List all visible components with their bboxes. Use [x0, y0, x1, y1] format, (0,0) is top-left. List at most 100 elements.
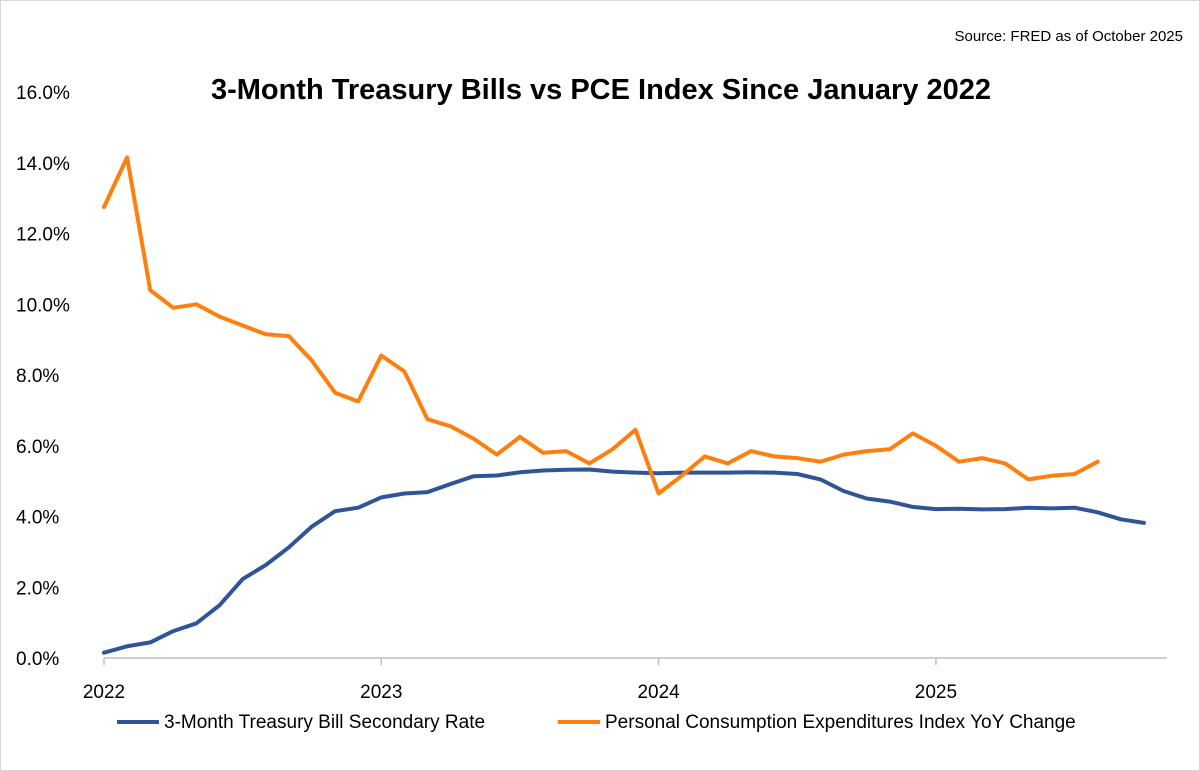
- chart-source: Source: FRED as of October 2025: [955, 28, 1183, 45]
- data-point-tbill: [472, 474, 476, 478]
- data-point-pce: [518, 435, 522, 439]
- data-point-tbill: [102, 651, 106, 655]
- legend-label-pce: Personal Consumption Expenditures Index …: [605, 712, 1076, 733]
- data-point-tbill: [495, 473, 499, 477]
- data-point-pce: [726, 461, 730, 465]
- y-tick-label: 14.0%: [16, 154, 70, 175]
- data-point-pce: [1096, 460, 1100, 464]
- data-point-pce: [379, 354, 383, 358]
- data-point-tbill: [1096, 510, 1100, 514]
- data-point-pce: [171, 306, 175, 310]
- x-tick-label: 2022: [83, 682, 125, 703]
- data-point-tbill: [449, 482, 453, 486]
- data-point-tbill: [795, 472, 799, 476]
- data-point-pce: [333, 391, 337, 395]
- data-point-pce: [795, 456, 799, 460]
- y-tick-label: 4.0%: [16, 508, 59, 529]
- data-point-tbill: [402, 492, 406, 496]
- data-point-pce: [287, 334, 291, 338]
- data-point-tbill: [657, 471, 661, 475]
- data-point-tbill: [541, 469, 545, 473]
- data-point-pce: [587, 461, 591, 465]
- data-point-pce: [241, 323, 245, 327]
- data-point-pce: [426, 417, 430, 421]
- data-point-pce: [634, 428, 638, 432]
- data-point-tbill: [1049, 506, 1053, 510]
- data-point-pce: [772, 454, 776, 458]
- data-point-pce: [218, 315, 222, 319]
- data-point-pce: [957, 460, 961, 464]
- series-line-pce: [102, 155, 1100, 496]
- x-tick-label: 2025: [915, 682, 957, 703]
- data-point-pce: [310, 359, 314, 363]
- data-point-pce: [356, 400, 360, 404]
- data-point-pce: [1026, 477, 1030, 481]
- data-point-tbill: [241, 577, 245, 581]
- data-point-tbill: [865, 496, 869, 500]
- y-tick-label: 12.0%: [16, 225, 70, 246]
- x-tick-label: 2023: [360, 682, 402, 703]
- data-point-tbill: [333, 509, 337, 513]
- x-axis: 2022 2023 2024 2025: [83, 657, 1167, 703]
- y-tick-label: 2.0%: [16, 578, 59, 599]
- data-point-pce: [194, 302, 198, 306]
- data-point-tbill: [934, 507, 938, 511]
- data-point-tbill: [287, 545, 291, 549]
- data-point-pce: [1073, 472, 1077, 476]
- data-point-pce: [495, 453, 499, 457]
- data-point-tbill: [1119, 517, 1123, 521]
- data-point-tbill: [610, 470, 614, 474]
- data-point-pce: [865, 449, 869, 453]
- x-tick-label: 2024: [637, 682, 680, 703]
- data-point-pce: [125, 155, 129, 159]
- data-point-tbill: [911, 505, 915, 509]
- y-tick-label: 6.0%: [16, 437, 59, 458]
- data-point-tbill: [379, 495, 383, 499]
- legend-label-tbill: 3-Month Treasury Bill Secondary Rate: [164, 712, 485, 733]
- data-point-pce: [472, 437, 476, 441]
- data-point-pce: [841, 453, 845, 457]
- data-point-tbill: [218, 603, 222, 607]
- legend: 3-Month Treasury Bill Secondary Rate Per…: [117, 712, 1076, 733]
- data-point-tbill: [426, 490, 430, 494]
- y-tick-label: 10.0%: [16, 295, 70, 316]
- data-point-tbill: [148, 640, 152, 644]
- data-point-pce: [264, 332, 268, 336]
- data-point-tbill: [1026, 506, 1030, 510]
- data-point-tbill: [703, 471, 707, 475]
- data-point-tbill: [125, 644, 129, 648]
- data-point-tbill: [980, 507, 984, 511]
- data-point-pce: [703, 454, 707, 458]
- data-point-pce: [680, 474, 684, 478]
- data-point-pce: [657, 492, 661, 496]
- data-point-tbill: [264, 563, 268, 567]
- data-point-pce: [911, 431, 915, 435]
- data-point-tbill: [1142, 521, 1146, 525]
- data-point-pce: [749, 449, 753, 453]
- data-point-tbill: [356, 506, 360, 510]
- y-axis: 0.0% 2.0% 4.0% 6.0% 8.0% 10.0% 12.0% 14.0% 16.0%: [16, 83, 70, 670]
- data-point-pce: [934, 444, 938, 448]
- y-tick-label: 0.0%: [16, 649, 59, 670]
- y-tick-label: 16.0%: [16, 83, 70, 104]
- data-point-tbill: [818, 477, 822, 481]
- data-point-pce: [564, 449, 568, 453]
- data-point-pce: [148, 288, 152, 292]
- data-point-tbill: [634, 471, 638, 475]
- data-point-tbill: [310, 524, 314, 528]
- data-point-pce: [1003, 461, 1007, 465]
- data-point-pce: [541, 451, 545, 455]
- data-point-tbill: [587, 467, 591, 471]
- data-point-pce: [402, 369, 406, 373]
- data-point-pce: [1049, 474, 1053, 478]
- data-point-tbill: [749, 470, 753, 474]
- series-line-tbill: [102, 467, 1146, 655]
- data-point-tbill: [841, 489, 845, 493]
- data-point-tbill: [888, 500, 892, 504]
- data-point-pce: [449, 424, 453, 428]
- data-point-tbill: [1073, 506, 1077, 510]
- data-point-tbill: [171, 629, 175, 633]
- y-tick-label: 8.0%: [16, 366, 59, 387]
